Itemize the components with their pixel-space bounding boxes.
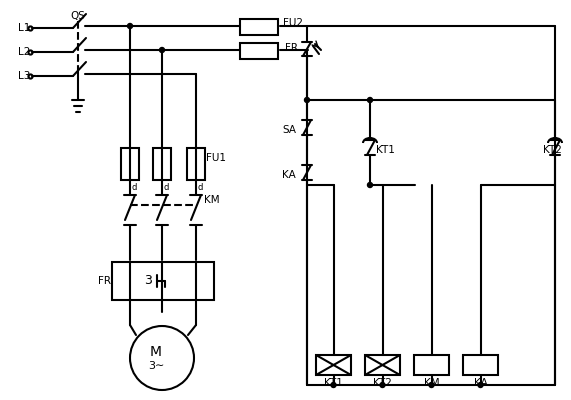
Text: L2: L2: [18, 47, 30, 57]
Circle shape: [368, 182, 372, 188]
Circle shape: [304, 98, 309, 102]
Text: d: d: [163, 184, 168, 192]
Circle shape: [368, 98, 372, 102]
Text: KM: KM: [204, 195, 220, 205]
Bar: [112, 262, 214, 300]
Text: KT2: KT2: [373, 378, 392, 388]
Bar: [240, 19, 278, 35]
Circle shape: [331, 382, 336, 388]
Circle shape: [380, 382, 385, 388]
Bar: [187, 148, 205, 180]
Text: KA: KA: [473, 378, 488, 388]
Bar: [414, 355, 449, 375]
Text: FU1: FU1: [206, 153, 226, 163]
Bar: [365, 355, 400, 375]
Text: KT1: KT1: [324, 378, 343, 388]
Bar: [121, 148, 139, 180]
Text: FU2: FU2: [283, 18, 303, 28]
Text: d: d: [131, 184, 136, 192]
Text: L3: L3: [18, 71, 30, 81]
Text: L1: L1: [18, 23, 30, 33]
Text: QS: QS: [70, 11, 85, 21]
Bar: [463, 355, 498, 375]
Circle shape: [127, 24, 132, 28]
Text: KT2: KT2: [543, 145, 562, 155]
Bar: [153, 148, 171, 180]
Text: d: d: [197, 184, 202, 192]
Bar: [316, 355, 351, 375]
Text: FR: FR: [285, 43, 298, 53]
Circle shape: [429, 382, 434, 388]
Circle shape: [478, 382, 483, 388]
Text: 3: 3: [144, 274, 152, 288]
Bar: [240, 43, 278, 59]
Text: FR: FR: [98, 276, 111, 286]
Text: KM: KM: [424, 378, 439, 388]
Text: SA: SA: [282, 125, 296, 135]
Text: M: M: [150, 345, 162, 359]
Text: KT1: KT1: [376, 145, 395, 155]
Text: 3∼: 3∼: [148, 361, 164, 371]
Text: KA: KA: [282, 170, 296, 180]
Circle shape: [159, 48, 164, 52]
